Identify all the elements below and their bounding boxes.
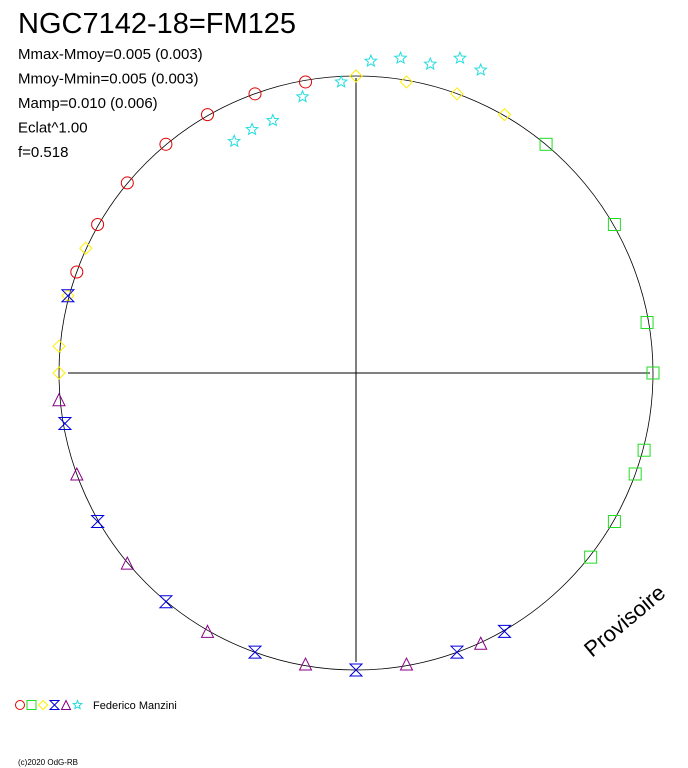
data-point xyxy=(52,339,66,353)
stat-line: Eclat^1.00 xyxy=(18,120,88,137)
legend-symbol xyxy=(15,700,25,710)
data-point xyxy=(91,218,105,231)
marks xyxy=(52,50,660,677)
data-point xyxy=(473,636,488,650)
data-point xyxy=(79,241,93,255)
chart-title: NGC7142-18=FM125 xyxy=(18,8,296,40)
legend-symbol xyxy=(26,700,37,710)
legend-symbol xyxy=(37,699,49,711)
data-point xyxy=(349,69,363,83)
data-point xyxy=(227,133,242,148)
data-point xyxy=(450,87,464,101)
data-point xyxy=(637,443,651,457)
data-point xyxy=(452,50,467,65)
data-point xyxy=(201,108,214,122)
observer: Federico Manzini xyxy=(93,700,177,712)
legend xyxy=(15,699,84,711)
data-point xyxy=(120,176,134,190)
data-point xyxy=(60,289,76,303)
data-point xyxy=(607,218,621,231)
data-point xyxy=(245,122,260,136)
data-point xyxy=(248,87,262,101)
data-point xyxy=(120,555,135,570)
data-point xyxy=(399,75,414,89)
data-point xyxy=(348,663,364,677)
stat-line: Mmoy-Mmin=0.005 (0.003) xyxy=(18,71,198,88)
data-point xyxy=(399,656,414,671)
legend-symbol xyxy=(60,699,72,710)
watermark: Provisoire xyxy=(579,580,670,662)
data-point xyxy=(298,656,313,671)
data-point xyxy=(70,466,84,481)
legend-symbol xyxy=(71,699,84,710)
data-point xyxy=(584,550,598,564)
legend-symbol xyxy=(48,700,61,710)
data-point xyxy=(299,75,313,89)
data-point xyxy=(607,515,621,528)
stat-line: Mmax-Mmoy=0.005 (0.003) xyxy=(18,46,203,63)
data-point xyxy=(473,62,488,76)
data-point xyxy=(628,467,642,481)
stats: Mmax-Mmoy=0.005 (0.003) Mmoy-Mmin=0.005 (… xyxy=(18,46,203,161)
data-point xyxy=(159,137,173,151)
data-point xyxy=(646,366,660,380)
data-point xyxy=(334,74,349,88)
footer: (c)2020 OdG-RB xyxy=(18,758,78,767)
data-point xyxy=(497,107,512,122)
data-point xyxy=(363,53,378,68)
data-point xyxy=(70,265,84,279)
data-point xyxy=(295,89,310,103)
data-point xyxy=(449,645,465,659)
data-point xyxy=(57,416,73,430)
data-point xyxy=(247,645,263,659)
data-point xyxy=(265,113,280,127)
stat-line: f=0.518 xyxy=(18,144,68,161)
data-point xyxy=(90,515,105,528)
data-point xyxy=(52,392,66,407)
data-point xyxy=(539,137,553,151)
data-point xyxy=(497,624,512,638)
data-point xyxy=(640,316,654,330)
data-point xyxy=(393,50,408,65)
data-point xyxy=(52,366,66,380)
data-point xyxy=(158,595,174,609)
data-point xyxy=(200,624,215,638)
stat-line: Mamp=0.010 (0.006) xyxy=(18,95,158,112)
data-point xyxy=(423,56,438,71)
